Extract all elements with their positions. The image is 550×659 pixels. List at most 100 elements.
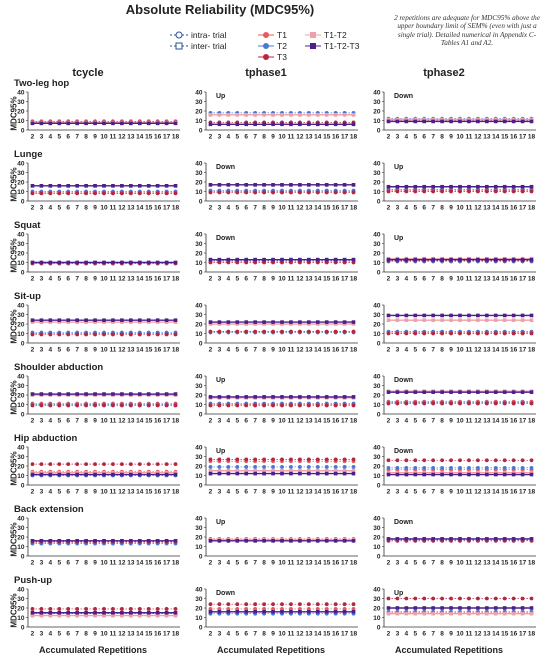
y-tick-label: 0 bbox=[199, 624, 203, 631]
data-point-T1T2T3 bbox=[529, 313, 534, 318]
x-tick-label: 10 bbox=[278, 418, 286, 425]
x-tick-label: 17 bbox=[519, 134, 527, 141]
x-tick-label: 6 bbox=[66, 276, 70, 283]
data-point-T1T2T3 bbox=[440, 472, 444, 477]
x-tick-label: 10 bbox=[456, 347, 464, 354]
x-tick-label: 18 bbox=[172, 631, 180, 638]
data-point-T1T2T3 bbox=[120, 260, 124, 265]
data-point-T1T2 bbox=[57, 470, 62, 475]
data-point-T1T2T3 bbox=[84, 318, 88, 322]
data-point-T1T2 bbox=[395, 470, 400, 475]
data-point-T1T2T3 bbox=[315, 471, 320, 476]
data-point-T1T2 bbox=[520, 611, 525, 616]
data-point-T3 bbox=[395, 189, 400, 194]
x-tick-label: 11 bbox=[110, 205, 117, 212]
data-point-T1T2T3 bbox=[84, 392, 88, 396]
x-tick-label: 10 bbox=[278, 205, 286, 212]
data-point-T1T2T3 bbox=[476, 606, 480, 610]
data-point-T3 bbox=[297, 329, 302, 334]
x-tick-label: 15 bbox=[501, 489, 509, 496]
x-tick-label: 13 bbox=[305, 631, 313, 638]
x-tick-label: 17 bbox=[341, 489, 349, 496]
data-point-T1T2T3 bbox=[271, 257, 275, 262]
data-point-T1T2T3 bbox=[315, 257, 320, 262]
x-tick-label: 14 bbox=[136, 418, 144, 425]
data-point-T3 bbox=[422, 401, 427, 406]
data-point-T3 bbox=[235, 403, 240, 408]
data-point-T3 bbox=[66, 191, 71, 196]
data-point-T1T2T3 bbox=[93, 539, 97, 543]
x-tick-label: 11 bbox=[466, 489, 473, 496]
data-point-T1T2T3 bbox=[244, 257, 249, 262]
data-point-T1T2T3 bbox=[226, 610, 231, 614]
data-point-T3 bbox=[164, 607, 169, 611]
x-tick-label: 2 bbox=[31, 418, 35, 425]
data-point-T1T2T3 bbox=[333, 471, 338, 476]
x-tick-label: 14 bbox=[492, 347, 500, 354]
data-point-T3 bbox=[529, 331, 534, 336]
data-point-T1T2 bbox=[386, 318, 391, 322]
data-point-T3 bbox=[306, 190, 311, 195]
x-tick-label: 12 bbox=[118, 560, 126, 567]
data-point-T1T2T3 bbox=[48, 260, 53, 265]
data-point-T3 bbox=[306, 457, 311, 462]
x-tick-label: 8 bbox=[440, 418, 444, 425]
y-tick-label: 10 bbox=[17, 260, 25, 267]
legend-intra-trial: intra- trial bbox=[170, 30, 226, 40]
data-point-T1T2T3 bbox=[57, 184, 62, 188]
y-tick-label: 30 bbox=[373, 383, 381, 390]
data-point-T1T2T3 bbox=[84, 121, 88, 126]
data-point-T3 bbox=[30, 462, 35, 466]
y-tick-label: 30 bbox=[195, 312, 203, 319]
data-point-T3 bbox=[75, 403, 80, 408]
data-point-T1T2T3 bbox=[333, 257, 338, 262]
x-tick-label: 6 bbox=[422, 134, 426, 141]
data-point-T1T2 bbox=[298, 322, 302, 326]
x-tick-label: 17 bbox=[341, 347, 349, 354]
x-tick-label: 2 bbox=[31, 205, 35, 212]
data-point-T1T2T3 bbox=[422, 184, 427, 189]
y-tick-label: 20 bbox=[17, 392, 25, 399]
x-tick-label: 4 bbox=[405, 489, 409, 496]
data-point-T1T2T3 bbox=[342, 610, 347, 614]
data-point-T1T2 bbox=[342, 322, 347, 326]
data-point-T1T2T3 bbox=[289, 395, 293, 399]
x-tick-label: 14 bbox=[136, 205, 144, 212]
data-point-T2 bbox=[253, 465, 258, 469]
x-tick-label: 13 bbox=[127, 205, 135, 212]
x-tick-label: 2 bbox=[387, 347, 391, 354]
column-header-tphase1: tphase1 bbox=[245, 67, 287, 79]
x-tick-label: 2 bbox=[387, 489, 391, 496]
x-tick-label: 18 bbox=[350, 134, 358, 141]
data-point-T1T2T3 bbox=[511, 184, 516, 189]
data-point-T3 bbox=[431, 401, 436, 406]
x-tick-label: 15 bbox=[501, 560, 509, 567]
data-point-T3 bbox=[351, 403, 356, 408]
data-point-T1T2T3 bbox=[57, 260, 62, 265]
y-tick-label: 10 bbox=[373, 402, 381, 409]
data-point-T1T2T3 bbox=[155, 318, 160, 322]
y-tick-label: 40 bbox=[17, 231, 25, 238]
data-point-T1T2T3 bbox=[449, 537, 453, 541]
data-point-T1T2 bbox=[351, 322, 356, 326]
data-point-T1T2T3 bbox=[342, 257, 347, 262]
data-point-T3 bbox=[333, 403, 338, 408]
data-point-T1T2T3 bbox=[449, 119, 453, 124]
y-tick-label: 30 bbox=[17, 241, 25, 248]
y-tick-label: 20 bbox=[17, 534, 25, 541]
x-tick-label: 16 bbox=[154, 489, 162, 496]
data-point-T1T2 bbox=[271, 468, 275, 473]
x-tick-label: 17 bbox=[341, 560, 349, 567]
data-point-T1T2T3 bbox=[485, 390, 489, 394]
data-point-T1T2T3 bbox=[529, 257, 534, 262]
data-point-T1T2T3 bbox=[164, 539, 169, 543]
x-tick-label: 12 bbox=[296, 134, 304, 141]
data-point-T1T2 bbox=[413, 611, 418, 616]
data-point-T1T2 bbox=[262, 468, 266, 473]
data-point-T2 bbox=[386, 466, 391, 470]
x-tick-label: 10 bbox=[456, 418, 464, 425]
data-point-T1T2 bbox=[458, 318, 462, 322]
data-point-T1T2 bbox=[413, 117, 418, 122]
